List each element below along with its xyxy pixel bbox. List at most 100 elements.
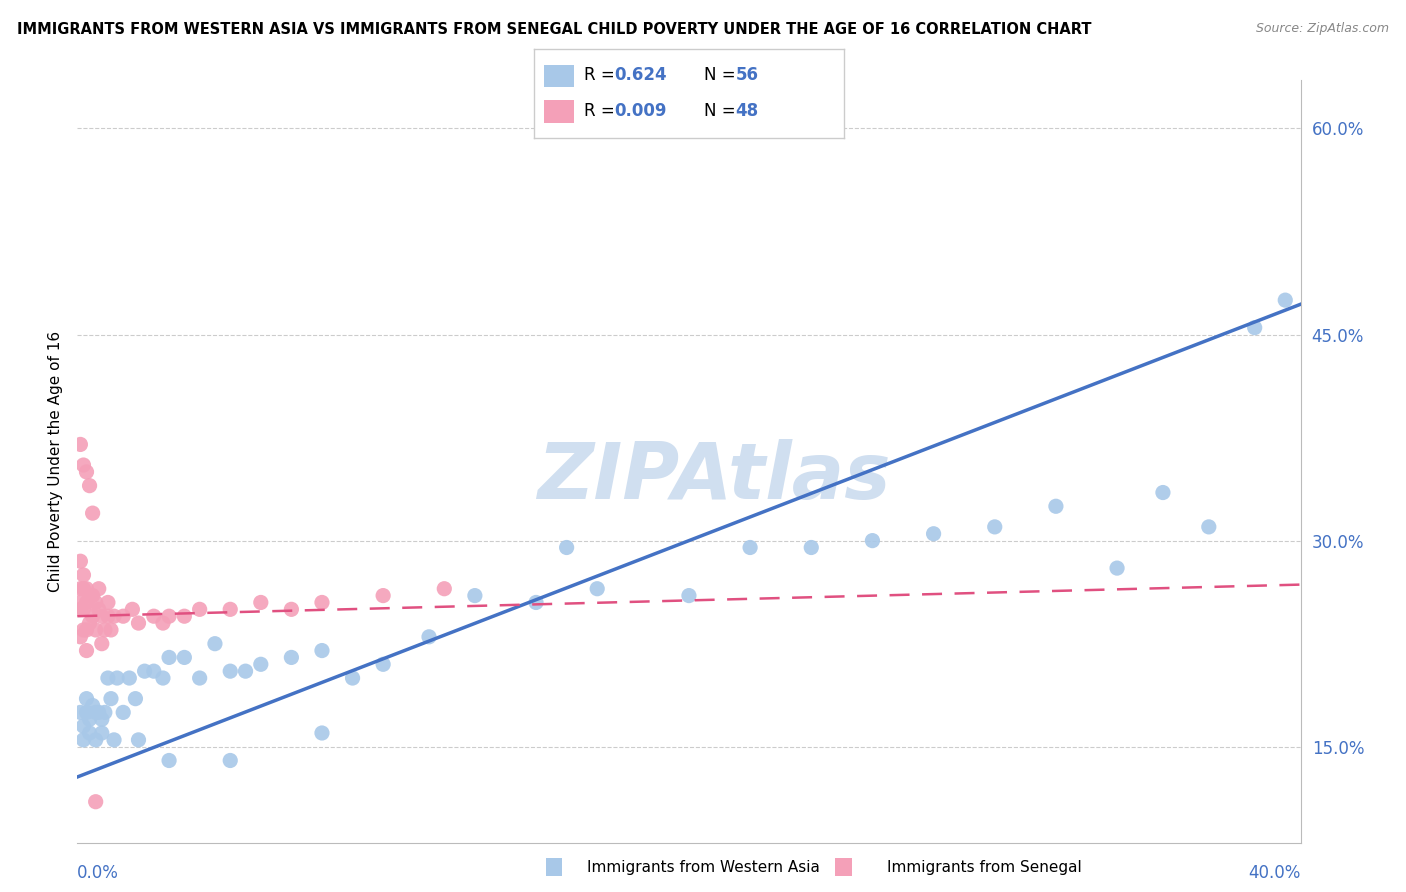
Point <box>76 582 98 596</box>
Point <box>1243 320 1265 334</box>
Point <box>87 706 110 720</box>
Text: N =: N = <box>704 66 741 84</box>
Bar <box>544 65 575 87</box>
Point <box>280 650 302 665</box>
Point <box>79 712 101 726</box>
Point <box>1045 500 1067 514</box>
Point <box>97 671 120 685</box>
Point <box>90 637 112 651</box>
Point <box>188 671 211 685</box>
Point <box>984 520 1007 534</box>
Point <box>371 657 394 672</box>
Point <box>152 671 174 685</box>
Point <box>84 706 107 720</box>
Point <box>76 643 98 657</box>
Point <box>69 706 91 720</box>
Text: 0.624: 0.624 <box>614 66 668 84</box>
Point <box>82 698 104 713</box>
Point <box>82 589 104 603</box>
Text: 0.0%: 0.0% <box>77 863 120 881</box>
Point <box>94 706 117 720</box>
Point <box>157 650 180 665</box>
Point <box>69 602 91 616</box>
Y-axis label: Child Poverty Under the Age of 16: Child Poverty Under the Age of 16 <box>48 331 63 592</box>
Point <box>250 595 273 609</box>
Point <box>76 691 98 706</box>
Point <box>922 526 945 541</box>
Point <box>127 732 149 747</box>
Point <box>79 478 101 492</box>
Point <box>79 726 101 740</box>
Point <box>69 630 91 644</box>
Point <box>188 602 211 616</box>
Point <box>72 582 94 596</box>
Point <box>72 732 94 747</box>
Point <box>311 643 333 657</box>
Point <box>124 691 146 706</box>
Point <box>103 732 125 747</box>
Text: 40.0%: 40.0% <box>1249 863 1301 881</box>
Point <box>97 595 120 609</box>
Point <box>105 671 128 685</box>
Point <box>1198 520 1220 534</box>
Point <box>740 541 762 555</box>
Point <box>219 754 242 768</box>
Point <box>524 595 547 609</box>
Text: ZIPAtlas: ZIPAtlas <box>537 439 890 515</box>
Point <box>69 595 91 609</box>
Point <box>79 616 101 631</box>
Point <box>82 506 104 520</box>
Point <box>84 732 107 747</box>
Point <box>152 616 174 631</box>
Point <box>464 589 486 603</box>
Point <box>97 609 120 624</box>
Point <box>72 568 94 582</box>
Point <box>118 671 141 685</box>
Point <box>94 623 117 637</box>
Point <box>90 726 112 740</box>
Text: Immigrants from Senegal: Immigrants from Senegal <box>887 860 1081 874</box>
Point <box>204 637 226 651</box>
Text: Source: ZipAtlas.com: Source: ZipAtlas.com <box>1256 22 1389 36</box>
Point <box>142 609 165 624</box>
Point <box>69 554 91 568</box>
Point <box>87 582 110 596</box>
Point <box>800 541 823 555</box>
Point <box>76 595 98 609</box>
Point <box>1107 561 1129 575</box>
Point <box>72 458 94 472</box>
Point <box>72 623 94 637</box>
Point <box>112 706 135 720</box>
Point <box>127 616 149 631</box>
Text: N =: N = <box>704 103 741 120</box>
Point <box>157 754 180 768</box>
Point <box>72 602 94 616</box>
Point <box>82 609 104 624</box>
Point <box>69 437 91 451</box>
Point <box>342 671 364 685</box>
Point <box>112 609 135 624</box>
Point <box>418 630 440 644</box>
Point <box>433 582 456 596</box>
Point <box>219 664 242 678</box>
Point <box>555 541 578 555</box>
Point <box>157 609 180 624</box>
Point <box>103 609 125 624</box>
Point <box>90 609 112 624</box>
Text: Immigrants from Western Asia: Immigrants from Western Asia <box>586 860 820 874</box>
Text: R =: R = <box>583 103 620 120</box>
Point <box>134 664 156 678</box>
Point <box>311 726 333 740</box>
Point <box>862 533 884 548</box>
Point <box>79 589 101 603</box>
Point <box>219 602 242 616</box>
Point <box>90 712 112 726</box>
Point <box>586 582 609 596</box>
Point <box>84 595 107 609</box>
Point <box>121 602 143 616</box>
Point <box>311 595 333 609</box>
Point <box>76 465 98 479</box>
Point <box>142 664 165 678</box>
Point <box>280 602 302 616</box>
Text: 0.009: 0.009 <box>614 103 668 120</box>
